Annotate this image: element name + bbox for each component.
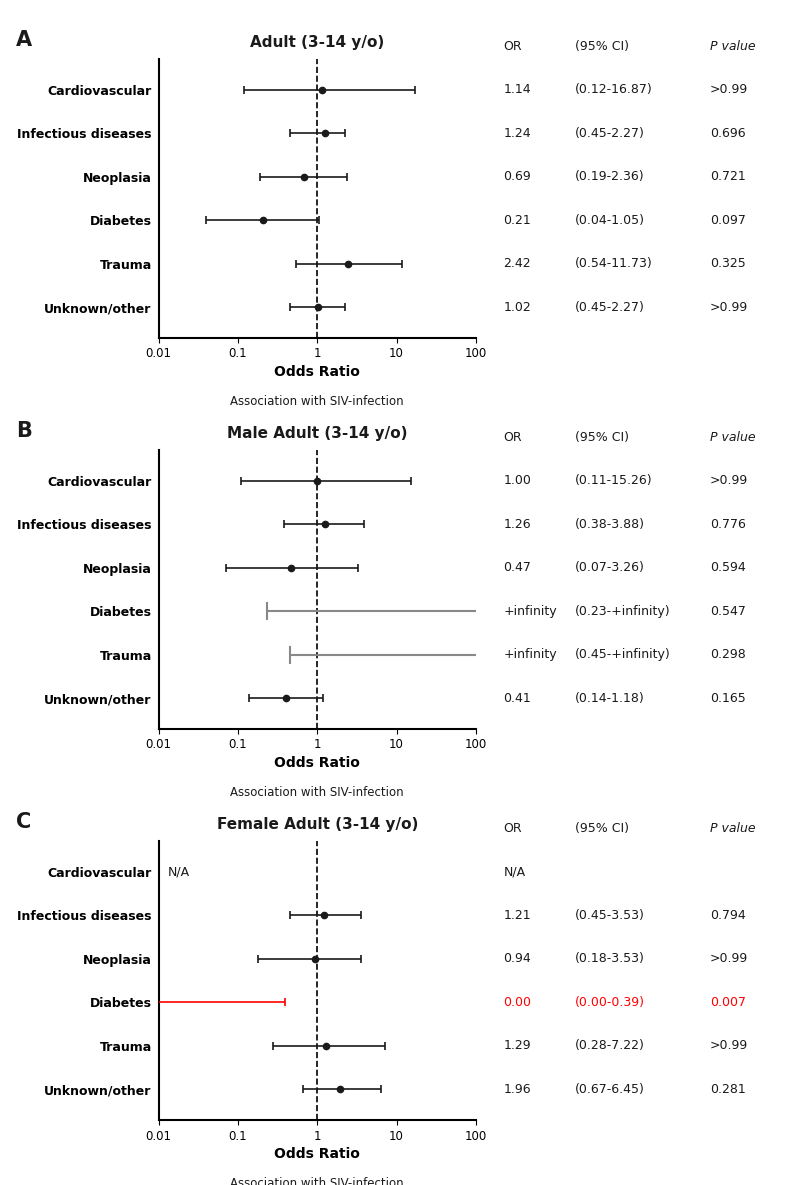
Text: (0.45-2.27): (0.45-2.27) [575,301,645,314]
Text: Male Adult (3-14 y/o): Male Adult (3-14 y/o) [227,425,408,441]
Text: Female Adult (3-14 y/o): Female Adult (3-14 y/o) [216,816,418,832]
Text: 1.96: 1.96 [504,1083,531,1096]
Text: (95% CI): (95% CI) [575,40,629,53]
Text: 1.00: 1.00 [504,474,531,487]
Text: N/A: N/A [504,865,526,878]
Text: OR: OR [504,40,522,53]
Text: (0.45-3.53): (0.45-3.53) [575,909,645,922]
Text: P value: P value [710,431,756,444]
Text: 1.21: 1.21 [504,909,531,922]
Text: 0.298: 0.298 [710,648,745,661]
Text: OR: OR [504,822,522,835]
Text: 0.007: 0.007 [710,995,745,1008]
Text: 0.69: 0.69 [504,171,531,184]
Text: 0.325: 0.325 [710,257,745,270]
X-axis label: Odds Ratio: Odds Ratio [274,365,360,379]
Text: 0.00: 0.00 [504,995,531,1008]
Text: N/A: N/A [167,865,190,878]
Text: 1.14: 1.14 [504,83,531,96]
Text: (0.19-2.36): (0.19-2.36) [575,171,645,184]
Text: 1.24: 1.24 [504,127,531,140]
Text: +infinity: +infinity [504,604,557,617]
Text: Association with SIV-infection: Association with SIV-infection [231,1177,404,1185]
Text: 0.281: 0.281 [710,1083,745,1096]
Text: (95% CI): (95% CI) [575,822,629,835]
X-axis label: Odds Ratio: Odds Ratio [274,756,360,770]
Text: 0.696: 0.696 [710,127,745,140]
Text: 0.94: 0.94 [504,953,531,966]
Text: Adult (3-14 y/o): Adult (3-14 y/o) [250,34,385,50]
Text: OR: OR [504,431,522,444]
Text: 0.776: 0.776 [710,518,745,531]
Text: P value: P value [710,40,756,53]
Text: (0.45-+infinity): (0.45-+infinity) [575,648,671,661]
X-axis label: Odds Ratio: Odds Ratio [274,1147,360,1161]
Text: A: A [16,30,32,50]
Text: +infinity: +infinity [504,648,557,661]
Text: 0.41: 0.41 [504,692,531,705]
Text: 2.42: 2.42 [504,257,531,270]
Text: (0.07-3.26): (0.07-3.26) [575,562,645,575]
Text: (0.14-1.18): (0.14-1.18) [575,692,645,705]
Text: (0.54-11.73): (0.54-11.73) [575,257,653,270]
Text: (0.11-15.26): (0.11-15.26) [575,474,653,487]
Text: (0.38-3.88): (0.38-3.88) [575,518,645,531]
Text: 0.165: 0.165 [710,692,745,705]
Text: 0.21: 0.21 [504,213,531,226]
Text: >0.99: >0.99 [710,474,748,487]
Text: 0.594: 0.594 [710,562,745,575]
Text: 0.547: 0.547 [710,604,745,617]
Text: (95% CI): (95% CI) [575,431,629,444]
Text: >0.99: >0.99 [710,953,748,966]
Text: (0.45-2.27): (0.45-2.27) [575,127,645,140]
Text: >0.99: >0.99 [710,83,748,96]
Text: 0.721: 0.721 [710,171,745,184]
Text: (0.23-+infinity): (0.23-+infinity) [575,604,671,617]
Text: >0.99: >0.99 [710,1039,748,1052]
Text: (0.00-0.39): (0.00-0.39) [575,995,645,1008]
Text: (0.28-7.22): (0.28-7.22) [575,1039,645,1052]
Text: Association with SIV-infection: Association with SIV-infection [231,786,404,799]
Text: Association with SIV-infection: Association with SIV-infection [231,395,404,408]
Text: (0.04-1.05): (0.04-1.05) [575,213,645,226]
Text: >0.99: >0.99 [710,301,748,314]
Text: B: B [16,421,32,441]
Text: 1.26: 1.26 [504,518,531,531]
Text: 0.794: 0.794 [710,909,745,922]
Text: 0.097: 0.097 [710,213,745,226]
Text: C: C [16,812,31,832]
Text: (0.67-6.45): (0.67-6.45) [575,1083,645,1096]
Text: (0.18-3.53): (0.18-3.53) [575,953,645,966]
Text: 1.02: 1.02 [504,301,531,314]
Text: 1.29: 1.29 [504,1039,531,1052]
Text: P value: P value [710,822,756,835]
Text: (0.12-16.87): (0.12-16.87) [575,83,653,96]
Text: 0.47: 0.47 [504,562,531,575]
